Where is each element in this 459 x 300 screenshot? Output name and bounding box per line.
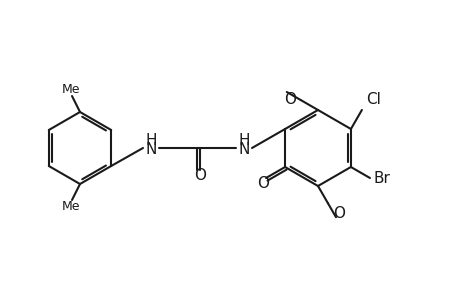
Text: O: O <box>257 176 269 191</box>
Text: H: H <box>238 133 249 148</box>
Text: N: N <box>238 142 249 157</box>
Text: N: N <box>145 142 157 157</box>
Text: Me: Me <box>62 200 80 214</box>
Text: Br: Br <box>373 170 390 185</box>
Text: O: O <box>283 92 295 106</box>
Text: Me: Me <box>62 82 80 95</box>
Text: O: O <box>332 206 344 221</box>
Text: O: O <box>194 167 206 182</box>
Text: H: H <box>145 133 157 148</box>
Text: Cl: Cl <box>365 92 380 107</box>
